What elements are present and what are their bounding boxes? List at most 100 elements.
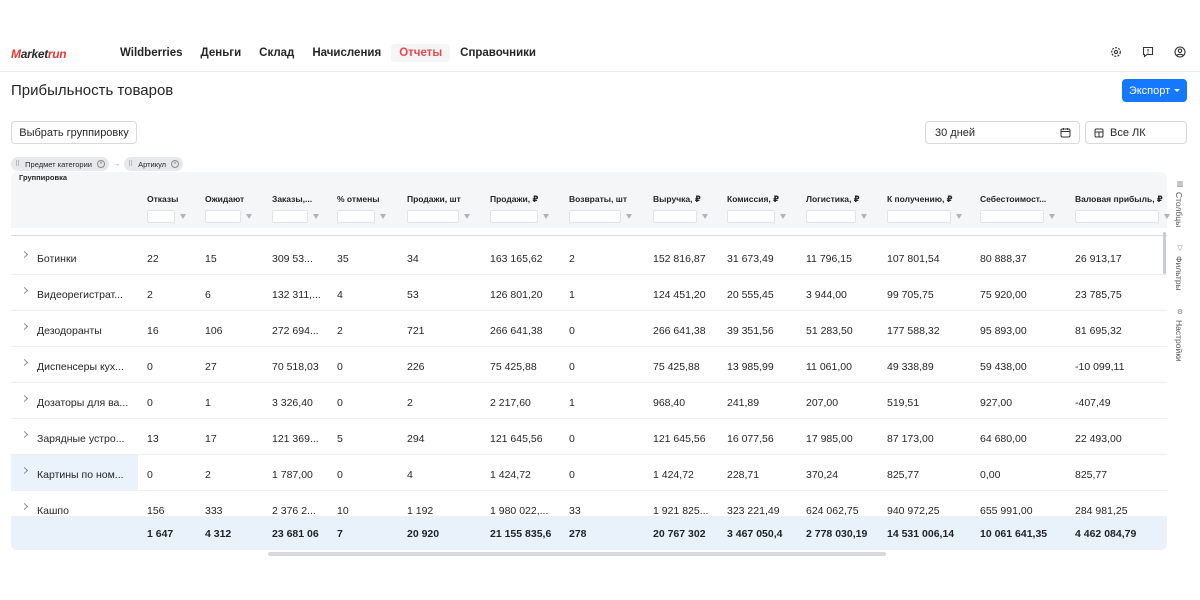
column-header[interactable]: Комиссия, ₽ bbox=[727, 194, 780, 204]
side-columns[interactable]: ▥ Столбцы bbox=[1174, 180, 1184, 228]
column-header[interactable]: Валовая прибыль, ₽ bbox=[1075, 194, 1163, 204]
filter-icon[interactable] bbox=[313, 214, 319, 219]
table-cell: 1 bbox=[569, 289, 575, 301]
table-cell: 266 641,38 bbox=[490, 325, 543, 337]
filter-input[interactable] bbox=[337, 210, 375, 223]
nav-wildberries[interactable]: Wildberries bbox=[120, 47, 183, 59]
filter-icon[interactable] bbox=[180, 214, 186, 219]
chevron-right-icon[interactable] bbox=[20, 250, 29, 259]
group-cell[interactable]: Видеорегистрат... bbox=[11, 275, 138, 310]
filter-input[interactable] bbox=[272, 210, 308, 223]
close-icon[interactable]: × bbox=[171, 160, 180, 168]
column-header[interactable]: Выручка, ₽ bbox=[653, 194, 701, 204]
chevron-right-icon[interactable] bbox=[20, 358, 29, 367]
group-cell[interactable]: Зарядные устро... bbox=[11, 419, 138, 454]
filter-input[interactable] bbox=[205, 210, 241, 223]
filter-icon[interactable] bbox=[702, 214, 708, 219]
chevron-right-icon[interactable] bbox=[20, 286, 29, 295]
chevron-right-icon[interactable] bbox=[20, 430, 29, 439]
group-cell[interactable]: Ботинки bbox=[11, 239, 138, 274]
filter-icon[interactable] bbox=[861, 214, 867, 219]
period-select[interactable]: 30 дней bbox=[925, 121, 1080, 144]
drag-handle-icon[interactable]: ⠿ bbox=[127, 161, 134, 168]
export-button[interactable]: Экспорт bbox=[1122, 79, 1187, 102]
nav-reports[interactable]: Отчеты bbox=[391, 44, 451, 62]
side-filters[interactable]: ▽ Фильтры bbox=[1174, 244, 1184, 291]
vertical-scrollbar[interactable] bbox=[1163, 232, 1166, 274]
cabinet-select[interactable]: Все ЛК bbox=[1085, 121, 1187, 144]
column-filter bbox=[727, 210, 786, 223]
filter-input[interactable] bbox=[1075, 210, 1159, 223]
column-header[interactable]: Ожидают bbox=[205, 194, 245, 204]
table-cell: 64 680,00 bbox=[980, 433, 1027, 445]
table-cell: 2 bbox=[407, 397, 413, 409]
column-header[interactable]: Продажи, шт bbox=[407, 194, 461, 204]
chevron-right-icon[interactable] bbox=[20, 502, 29, 511]
filter-icon[interactable] bbox=[543, 214, 549, 219]
column-header[interactable]: Продажи, ₽ bbox=[490, 194, 539, 204]
table-row[interactable]: Картины по ном... 0 2 1 787,00 0 4 1 424,72 0 1 … bbox=[11, 455, 1167, 491]
filter-input[interactable] bbox=[653, 210, 697, 223]
group-cell[interactable]: Дозаторы для ва... bbox=[11, 383, 138, 418]
column-header[interactable]: Отказы bbox=[147, 194, 179, 204]
table-cell: 968,40 bbox=[653, 397, 686, 409]
nav-references[interactable]: Справочники bbox=[460, 47, 536, 59]
chip-category[interactable]: ⠿ Предмет категории × bbox=[11, 157, 109, 171]
filter-icon[interactable] bbox=[464, 214, 470, 219]
filter-input[interactable] bbox=[887, 210, 951, 223]
filter-input[interactable] bbox=[569, 210, 621, 223]
filter-icon[interactable] bbox=[380, 214, 386, 219]
settings-icon[interactable] bbox=[1110, 46, 1122, 58]
store-icon bbox=[1094, 128, 1104, 137]
table-cell: 2 bbox=[205, 469, 211, 481]
table-cell: 75 425,88 bbox=[490, 361, 537, 373]
group-cell[interactable]: Дезодоранты bbox=[11, 311, 138, 346]
filter-input[interactable] bbox=[407, 210, 459, 223]
table-row[interactable]: Зарядные устро... 13 17 121 369... 5 294 121 6… bbox=[11, 419, 1167, 455]
filter-input[interactable] bbox=[727, 210, 775, 223]
horizontal-scrollbar[interactable] bbox=[268, 552, 886, 556]
table-cell: 11 061,00 bbox=[806, 361, 852, 373]
filter-input[interactable] bbox=[980, 210, 1044, 223]
group-cell[interactable]: Картины по ном... bbox=[11, 455, 138, 490]
chevron-right-icon[interactable] bbox=[20, 466, 29, 475]
column-header[interactable]: Себестоимост... bbox=[980, 194, 1047, 204]
close-icon[interactable]: × bbox=[96, 160, 105, 168]
column-header[interactable]: Логистика, ₽ bbox=[806, 194, 860, 204]
table-row[interactable]: Ботинки 22 15 309 53... 35 34 163 165,62 2 152 8… bbox=[11, 239, 1167, 275]
column-header[interactable]: Возвраты, шт bbox=[569, 194, 627, 204]
chevron-right-icon[interactable] bbox=[20, 394, 29, 403]
column-filter bbox=[980, 210, 1055, 223]
nav-accruals[interactable]: Начисления bbox=[312, 47, 382, 59]
filter-icon[interactable] bbox=[246, 214, 252, 219]
drag-handle-icon[interactable]: ⠿ bbox=[15, 161, 21, 168]
filter-input[interactable] bbox=[806, 210, 856, 223]
select-grouping-button[interactable]: Выбрать группировку bbox=[11, 121, 137, 144]
user-icon[interactable] bbox=[1174, 46, 1186, 58]
filter-input[interactable] bbox=[490, 210, 538, 223]
chip-article[interactable]: ⠿ Артикул × bbox=[123, 157, 184, 171]
group-cell[interactable]: Кашпо bbox=[11, 491, 138, 526]
chevron-right-icon[interactable] bbox=[20, 322, 29, 331]
group-cell[interactable]: Диспенсеры кух... bbox=[11, 347, 138, 382]
table-cell: 53 bbox=[407, 289, 419, 301]
table-cell: 0 bbox=[337, 397, 343, 409]
filter-input[interactable] bbox=[147, 210, 175, 223]
table-row[interactable]: Дозаторы для ва... 0 1 3 326,40 0 2 2 217,60 1 9… bbox=[11, 383, 1167, 419]
nav-money[interactable]: Деньги bbox=[200, 47, 242, 59]
column-header[interactable]: К получению, ₽ bbox=[887, 194, 953, 204]
side-settings[interactable]: ⚙ Настройки bbox=[1174, 308, 1184, 362]
table-row[interactable]: Диспенсеры кух... 0 27 70 518,03 0 226 75 425,… bbox=[11, 347, 1167, 383]
column-header[interactable]: Заказы,... bbox=[272, 194, 313, 204]
filter-icon[interactable] bbox=[1049, 214, 1055, 219]
filter-icon[interactable] bbox=[780, 214, 786, 219]
nav-warehouse[interactable]: Склад bbox=[259, 47, 295, 59]
filter-icon[interactable] bbox=[956, 214, 962, 219]
table-row[interactable]: Дезодоранты 16 106 272 694... 2 721 266 641,38… bbox=[11, 311, 1167, 347]
feedback-icon[interactable] bbox=[1142, 46, 1154, 58]
column-header[interactable]: % отмены bbox=[337, 194, 380, 204]
app-logo[interactable]: Marketrun bbox=[11, 47, 67, 61]
table-row[interactable]: Видеорегистрат... 2 6 132 311,... 4 53 126 801… bbox=[11, 275, 1167, 311]
filter-icon[interactable] bbox=[1164, 214, 1170, 219]
filter-icon[interactable] bbox=[626, 214, 632, 219]
